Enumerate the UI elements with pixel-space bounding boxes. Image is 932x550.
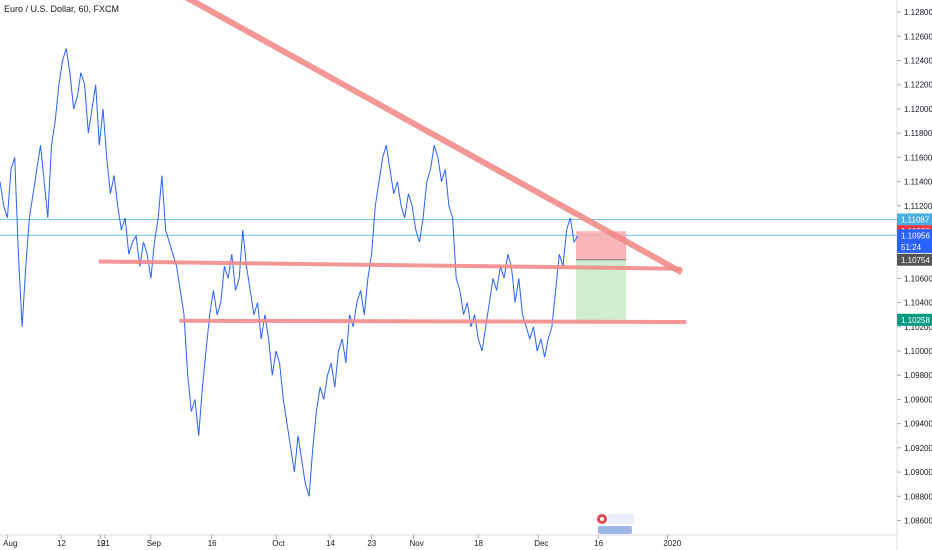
price-axis[interactable]: 1.12800 1.12600 1.12400 1.12200 1.12000 1.118…	[897, 8, 932, 525]
trendlines[interactable]	[98, 0, 687, 324]
price-badge-target	[897, 313, 932, 326]
plot-area[interactable]	[0, 0, 897, 497]
events-bar-icon	[598, 526, 632, 534]
y-tick-label: 1.12400	[904, 57, 932, 66]
trendline[interactable]	[126, 0, 684, 275]
y-tick-label: 1.11400	[904, 178, 932, 187]
events-icon	[608, 514, 634, 524]
y-tick-label: 1.12000	[904, 105, 932, 114]
price-badge-label: 1.11087	[901, 215, 930, 224]
y-tick-label: 1.11800	[904, 129, 932, 138]
x-tick-label: 12	[57, 539, 66, 548]
trendline[interactable]	[98, 259, 682, 271]
price-badge-countdown	[897, 240, 932, 253]
y-tick-label: 1.09600	[904, 395, 932, 404]
x-tick-label: 21	[101, 539, 110, 548]
x-tick-label: 14	[326, 539, 335, 548]
y-tick-label: 1.11200	[904, 202, 932, 211]
x-tick-label: Sep	[147, 539, 162, 548]
y-tick-label: 1.09800	[904, 371, 932, 380]
y-tick-label: 1.12600	[904, 32, 932, 41]
x-tick-label: 23	[367, 539, 376, 548]
x-tick-label: 16	[594, 539, 603, 548]
news-icon[interactable]	[597, 514, 634, 534]
y-tick-label: 1.10400	[904, 299, 932, 308]
position-zones	[575, 231, 627, 320]
y-tick-label: 1.12200	[904, 81, 932, 90]
x-tick-label: 16	[208, 539, 217, 548]
price-badge-level-1	[897, 213, 932, 226]
x-tick-label: 19	[96, 539, 105, 548]
y-tick-label: 1.08800	[904, 492, 932, 501]
x-tick-label: Dec	[534, 539, 548, 548]
price-badge-label: 1.10956	[901, 231, 930, 240]
x-tick-label: Nov	[410, 539, 424, 548]
y-tick-label: 1.10000	[904, 347, 932, 356]
x-tick-label: Aug	[3, 539, 17, 548]
price-badge-entry	[897, 253, 932, 266]
chart-title: Euro / U.S. Dollar, 60, FXCM	[4, 4, 119, 14]
price-series-line	[0, 48, 579, 497]
price-badge-label: 1.10754	[901, 256, 930, 265]
y-tick-label: 1.10600	[904, 274, 932, 283]
trendline[interactable]	[179, 318, 687, 324]
y-tick-label: 1.08600	[904, 516, 932, 525]
y-tick-label: 1.11600	[904, 153, 932, 162]
price-badge-last	[897, 229, 932, 242]
horizontal-lines	[0, 218, 897, 236]
y-tick-label: 1.10200	[904, 323, 932, 332]
y-tick-label: 1.12800	[904, 8, 932, 17]
flag-icon-center	[600, 517, 604, 521]
price-badge-label: 1.10258	[901, 316, 930, 325]
x-tick-label: 2020	[663, 539, 681, 548]
y-tick-label: 1.09400	[904, 420, 932, 429]
y-tick-label: 1.09200	[904, 444, 932, 453]
price-badge-label: 51:24	[901, 243, 922, 252]
x-tick-label: Oct	[272, 539, 285, 548]
y-tick-label: 1.09000	[904, 468, 932, 477]
x-tick-label: 18	[474, 539, 483, 548]
